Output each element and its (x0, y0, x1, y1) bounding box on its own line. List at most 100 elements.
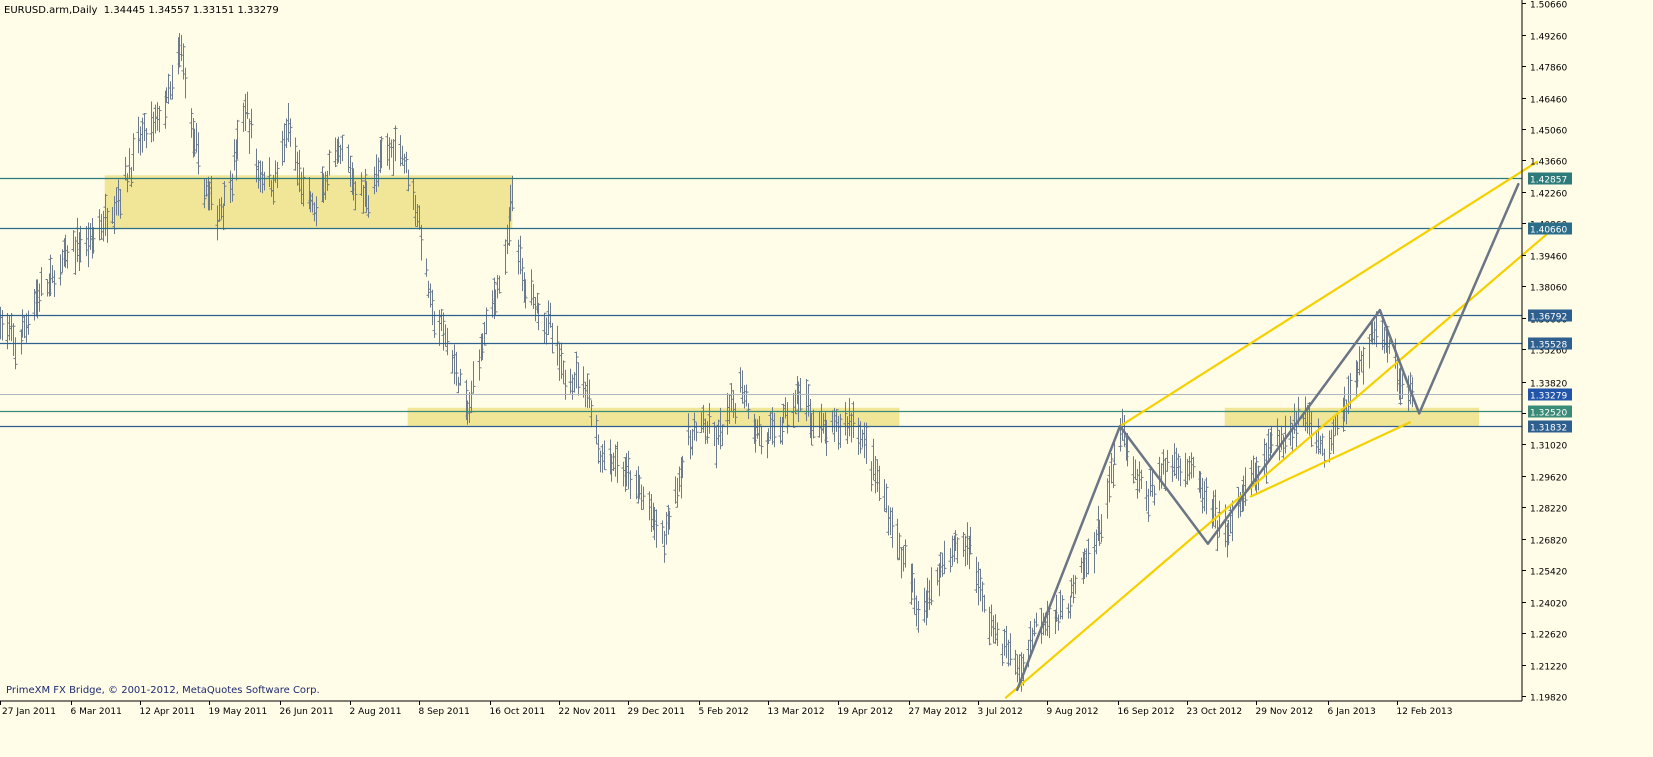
x-tick-label: 27 Jan 2011 (2, 707, 56, 717)
zone-2[interactable] (407, 407, 900, 427)
price-bar (340, 134, 345, 162)
level-label-bg-3 (1528, 309, 1572, 322)
copyright-text: PrimeXM FX Bridge, © 2001-2012, MetaQuot… (6, 685, 320, 696)
price-bar (234, 139, 239, 181)
x-tick-label: 13 Mar 2012 (768, 707, 825, 717)
price-bar (293, 137, 298, 171)
price-bar (834, 409, 839, 432)
level-labels: 1.42857 1.40660 1.36792 1.35528 1.33279 1.325… (1528, 172, 1572, 434)
price-bar (877, 465, 882, 501)
price-bar (938, 551, 943, 578)
price-bar (1243, 467, 1248, 506)
price-bar (245, 91, 250, 119)
x-tick-label: 23 Oct 2012 (1187, 707, 1243, 717)
price-bar (464, 379, 469, 421)
price-bar (183, 67, 188, 99)
trendline-channel-upper[interactable] (1118, 160, 1539, 428)
x-tick-label: 19 May 2011 (209, 707, 268, 717)
price-bar (1118, 418, 1123, 452)
y-tick-label: 1.29620 (1530, 474, 1567, 484)
price-bar (1213, 489, 1218, 529)
price-bar (97, 209, 102, 241)
price-bar (1361, 346, 1366, 385)
price-bar (411, 178, 416, 211)
price-bar (694, 422, 699, 442)
price-bar (636, 466, 641, 504)
price-bar (520, 258, 525, 292)
price-bar (744, 384, 749, 407)
level-label-3: 1.36792 (1530, 313, 1567, 323)
level-label-5: 1.33279 (1530, 392, 1567, 402)
price-bar (477, 349, 482, 381)
price-bar (288, 118, 293, 147)
price-bar (628, 470, 633, 499)
price-bar (1152, 485, 1157, 506)
zone-3[interactable] (1224, 407, 1479, 427)
price-bar (660, 520, 665, 544)
price-bar (379, 136, 384, 169)
zone-1[interactable] (104, 175, 513, 230)
price-bar (757, 416, 762, 446)
price-bar (1294, 411, 1299, 447)
price-bar (953, 530, 958, 551)
y-tick-label: 1.35260 (1530, 347, 1567, 357)
price-bar (129, 167, 134, 188)
price-bar (929, 567, 934, 606)
price-bar (720, 424, 725, 447)
price-bar (1112, 442, 1117, 466)
price-bar (123, 156, 128, 181)
price-bar (576, 362, 581, 396)
price-bar (196, 132, 201, 175)
trendline-channel-lower[interactable] (1004, 230, 1552, 699)
trendline-minor-support[interactable] (1249, 421, 1411, 498)
x-tick-label: 19 Apr 2012 (838, 707, 894, 717)
price-bar (995, 622, 1000, 647)
price-bar (1191, 456, 1196, 478)
price-bar (869, 461, 874, 492)
price-bar (1008, 633, 1013, 666)
price-bar (217, 198, 222, 222)
y-tick-label: 1.28220 (1530, 505, 1567, 515)
x-tick-label: 6 Mar 2011 (71, 707, 122, 717)
zones-layer (104, 175, 1479, 427)
price-bar (192, 128, 197, 157)
price-bar (809, 413, 814, 446)
price-bar (39, 267, 44, 297)
x-tick-label: 27 May 2012 (909, 707, 968, 717)
price-bar (759, 426, 764, 455)
price-bar (1146, 488, 1151, 522)
price-bar (955, 537, 960, 564)
price-bar (209, 175, 214, 211)
price-bar (1013, 649, 1018, 675)
price-bar (333, 137, 338, 168)
x-tick-label: 6 Jan 2013 (1328, 707, 1376, 717)
x-tick-label: 16 Oct 2011 (490, 707, 546, 717)
price-bar (666, 504, 671, 535)
trendline-wave-projection[interactable] (1015, 182, 1520, 692)
price-bar (804, 379, 809, 422)
price-bar (359, 172, 364, 196)
x-tick-label: 12 Apr 2011 (140, 707, 196, 717)
price-bar (19, 329, 24, 355)
price-bar (1204, 477, 1209, 515)
price-bar (65, 245, 70, 269)
y-tick-label: 1.45060 (1530, 127, 1567, 137)
price-bar (157, 105, 162, 133)
price-bar (542, 312, 547, 344)
x-tick-label: 2 Aug 2011 (350, 707, 402, 717)
price-bar (235, 119, 240, 159)
price-bar (968, 526, 973, 555)
level-label-2: 1.40660 (1530, 226, 1567, 236)
timeframe-label: Daily (72, 5, 97, 16)
price-bar (535, 292, 540, 314)
price-bar (1178, 458, 1183, 487)
price-bar (177, 33, 182, 68)
y-tick-label: 1.42260 (1530, 190, 1567, 200)
price-bar (1165, 449, 1170, 472)
y-tick-label: 1.47860 (1530, 64, 1567, 74)
price-bar (1150, 469, 1155, 497)
price-bar (654, 509, 659, 548)
price-bar (327, 149, 332, 176)
